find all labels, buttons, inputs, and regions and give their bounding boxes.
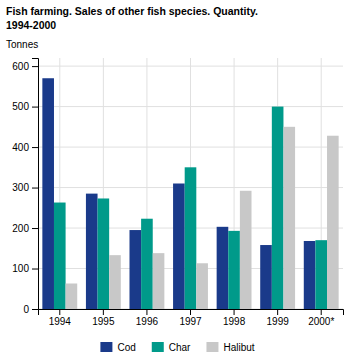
x-axis: 1994 1995 1996 1997 1998 1999 2000*: [39, 309, 344, 327]
tick-label: 1996: [136, 316, 159, 327]
bar: [54, 203, 66, 309]
bar: [240, 191, 252, 309]
axis-line: [39, 310, 344, 316]
tick: 500: [12, 101, 38, 112]
tick-mark: [32, 309, 38, 310]
chart: Fish farming. Sales of other fish specie…: [0, 0, 355, 361]
legend: Cod Char Halibut: [100, 342, 254, 353]
bar: [130, 230, 142, 309]
y-axis: 0 100 200 300 400 500 600: [12, 59, 38, 315]
title: Fish farming. Sales of other fish specie…: [6, 5, 258, 17]
tick-mark: [32, 188, 38, 189]
series: [54, 107, 327, 309]
series: [66, 127, 339, 309]
bar: [173, 184, 185, 310]
plot: 0100200300400500600199419951996199719981…: [12, 58, 343, 327]
legend-item: Char: [152, 342, 191, 353]
tick: 0: [23, 304, 38, 315]
grid: [38, 58, 343, 309]
tick-mark: [59, 309, 60, 315]
bar: [109, 255, 121, 309]
tick-label: 2000*: [308, 316, 334, 327]
bar: [196, 263, 208, 309]
bars: [42, 78, 338, 309]
bar: [283, 127, 295, 309]
tick-mark: [32, 66, 38, 67]
series: [42, 78, 315, 309]
bar: [141, 219, 153, 309]
bar: [86, 194, 98, 309]
bar: [315, 240, 327, 309]
tick-label: 300: [12, 182, 29, 193]
bar: [153, 253, 165, 309]
legend-label: Halibut: [223, 342, 254, 353]
bar: [260, 245, 272, 309]
tick-label: 1995: [92, 316, 115, 327]
tick: 1999: [267, 309, 290, 327]
tick-label: 500: [12, 101, 29, 112]
bar: [327, 136, 339, 309]
tick-label: 100: [12, 263, 29, 274]
tick: 1994: [49, 309, 72, 327]
tick-label: 1994: [49, 316, 72, 327]
axis-line: [32, 59, 39, 310]
tick-label: 0: [23, 304, 29, 315]
tick-label: 1998: [223, 316, 246, 327]
tick-mark: [103, 309, 104, 315]
tick-mark: [32, 147, 38, 148]
legend-label: Cod: [117, 342, 135, 353]
tick-mark: [321, 309, 322, 315]
tick-mark: [32, 228, 38, 229]
legend-item: Cod: [100, 342, 135, 353]
bar: [66, 283, 78, 309]
tick: 300: [12, 182, 38, 193]
tick: 600: [12, 61, 38, 72]
bar: [217, 227, 229, 309]
tick-label: 200: [12, 223, 29, 234]
tick: 200: [12, 223, 38, 234]
tick-label: 600: [12, 61, 29, 72]
legend-swatch: [206, 342, 218, 352]
tick-mark: [190, 309, 191, 315]
tick-mark: [146, 309, 147, 315]
tick-mark: [277, 309, 278, 315]
legend-swatch: [152, 342, 164, 352]
legend-swatch: [100, 342, 112, 352]
legend-label: Char: [169, 342, 191, 353]
bar: [185, 167, 197, 309]
tick: 100: [12, 263, 38, 274]
tick: 1997: [179, 309, 202, 327]
tick-label: 1999: [267, 316, 290, 327]
tick: 1996: [136, 309, 159, 327]
bar: [272, 107, 284, 309]
bar: [304, 241, 316, 309]
bar: [98, 198, 110, 309]
tick-label: 400: [12, 142, 29, 153]
tick-mark: [32, 107, 38, 108]
tick: 1995: [92, 309, 115, 327]
bar: [42, 78, 54, 309]
tick-mark: [234, 309, 235, 315]
tick: 400: [12, 142, 38, 153]
y-axis-title: Tonnes: [6, 39, 38, 50]
tick: 1998: [223, 309, 246, 327]
tick: 2000*: [308, 309, 334, 327]
legend-item: Halibut: [206, 342, 254, 353]
subtitle: 1994-2000: [6, 19, 56, 31]
bar: [228, 231, 240, 309]
tick-label: 1997: [179, 316, 202, 327]
tick-mark: [32, 269, 38, 270]
